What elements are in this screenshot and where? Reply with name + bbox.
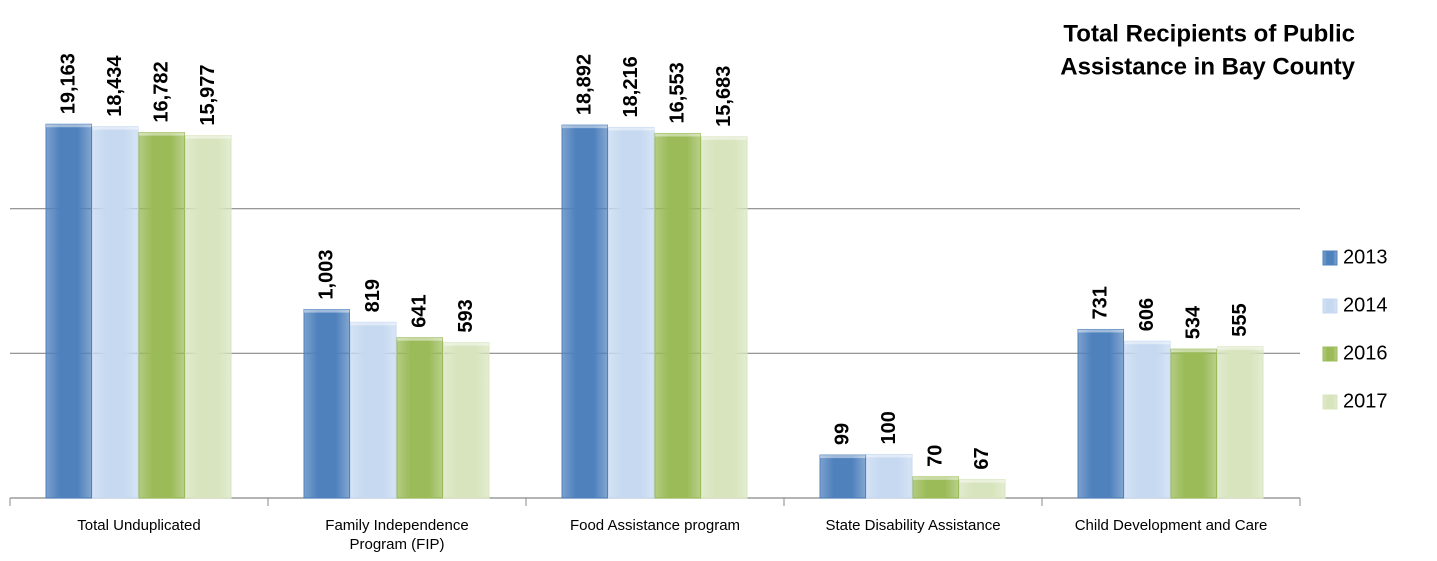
value-label: 534 [1183,305,1205,339]
bar [701,136,748,499]
bar [138,132,185,499]
value-label: 731 [1090,286,1112,319]
value-label: 100 [878,411,900,444]
legend-label: 2014 [1343,294,1388,316]
x-tick-label: Total Unduplicated [77,517,201,534]
value-label: 641 [409,294,431,327]
value-label: 70 [925,445,947,467]
value-label: 555 [1229,303,1251,336]
bar-cap [959,479,1005,483]
value-label: 606 [1136,298,1158,331]
bar [45,123,92,499]
bar-cap [866,454,912,458]
value-label: 18,892 [574,54,596,115]
bar [561,124,608,499]
bar-cap [562,125,608,129]
value-label: 593 [455,299,477,332]
bar [303,309,350,499]
bar-cap [443,342,489,346]
bar [92,126,139,499]
bar-cap [1171,349,1217,353]
bar-cap [92,126,138,130]
bar-cap [397,337,443,341]
chart-title-line2: Assistance in Bay County [1060,53,1355,80]
bar-cap [139,132,185,136]
legend-label: 2017 [1343,390,1388,412]
bar-cap [304,309,350,313]
bar-cap [1078,329,1124,333]
value-label: 1,003 [316,250,338,300]
value-label: 18,216 [620,56,642,117]
bar-cap [46,124,92,128]
value-label: 16,553 [667,62,689,123]
bar-cap [350,322,396,326]
bar-cap [820,455,866,459]
bar-cap [1124,341,1170,345]
x-tick-label: Child Development and Care [1074,517,1268,534]
chart-title: Total Recipients of Public [1063,20,1355,47]
bar-cap [185,135,231,139]
bar [1124,340,1171,499]
value-label: 19,163 [58,53,80,114]
bar [443,342,490,499]
bar-cap [701,136,747,140]
x-tick-label: Food Assistance program [569,517,741,534]
value-label: 819 [362,279,384,312]
bar [396,337,443,499]
value-label: 99 [832,423,854,445]
bar [185,135,232,499]
value-label: 15,683 [713,66,735,127]
bar [866,453,913,499]
bar [959,479,1006,499]
bar [1217,346,1264,499]
bar [608,126,655,499]
bar-cap [608,127,654,131]
legend-swatch [1322,298,1338,314]
bar [912,476,959,499]
value-label: 16,782 [151,61,173,122]
legend-swatch [1322,346,1338,362]
bar [1170,348,1217,499]
legend-swatch [1322,250,1338,266]
bar [1077,328,1124,499]
legend-label: 2016 [1343,342,1388,364]
bar-cap [655,133,701,137]
value-label: 18,434 [104,55,126,117]
bar [654,132,701,499]
legend-swatch [1322,394,1338,410]
x-tick-label: State Disability Assistance [825,517,1001,534]
bar [350,321,397,499]
legend-label: 2013 [1343,246,1388,268]
x-tick-label: Family Independence Program (FIP) [325,517,469,553]
value-label: 67 [971,447,993,469]
bar-cap [1217,346,1263,350]
value-label: 15,977 [197,65,219,126]
bar-cap [913,476,959,480]
bar [819,454,866,499]
